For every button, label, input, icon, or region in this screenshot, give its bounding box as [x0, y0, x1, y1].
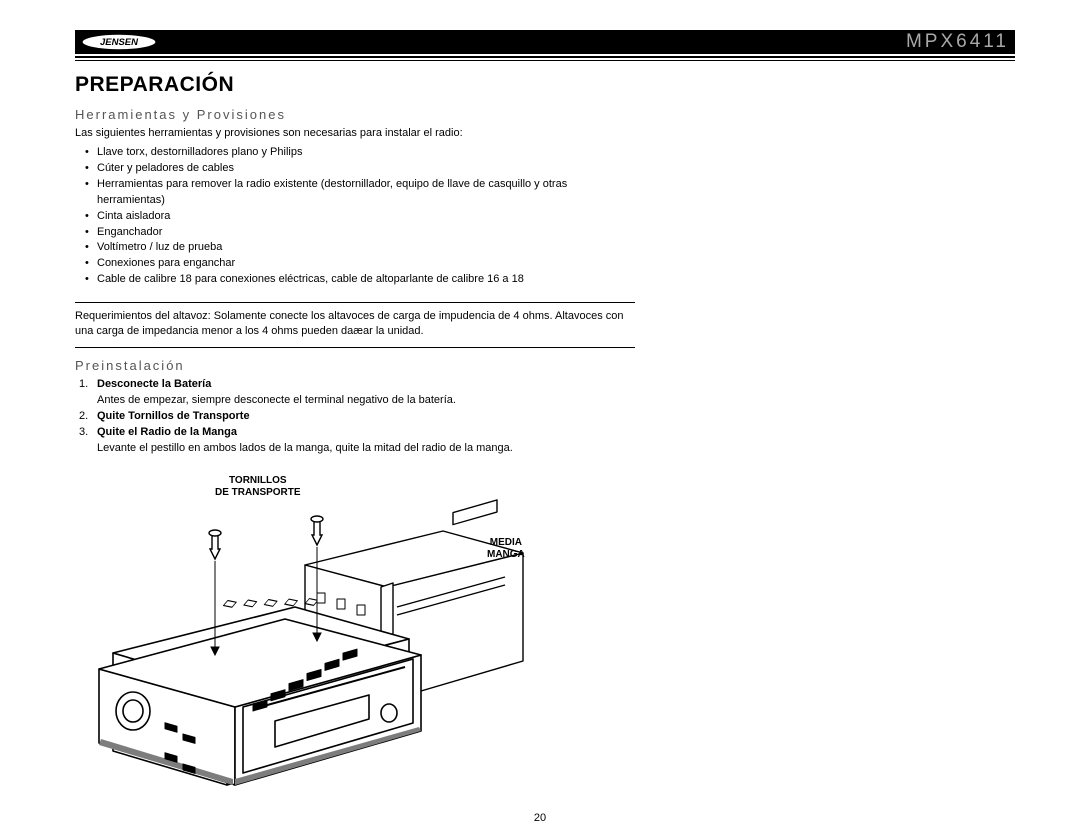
speaker-note: Requerimientos del altavoz: Solamente co… [75, 302, 635, 348]
section-heading-tools: Herramientas y Provisiones [75, 107, 635, 122]
preinstall-steps: Desconecte la Batería Antes de empezar, … [75, 377, 635, 457]
list-item: Enganchador [75, 225, 635, 241]
diagram-svg [75, 475, 635, 835]
list-item: Herramientas para remover la radio exist… [75, 177, 635, 209]
page-number: 20 [0, 812, 1080, 824]
step-title: Quite Tornillos de Transporte [97, 410, 250, 422]
header-rule-1 [75, 56, 1015, 58]
step-item: Desconecte la Batería Antes de empezar, … [75, 377, 635, 409]
step-body: Antes de empezar, siempre desconecte el … [97, 394, 456, 406]
tools-intro: Las siguientes herramientas y provisione… [75, 126, 635, 141]
transport-screw-left [209, 530, 221, 559]
label-half-sleeve: MEDIAMANGA [487, 537, 525, 562]
header-rule-2 [75, 60, 1015, 61]
list-item: Conexiones para enganchar [75, 256, 635, 272]
label-transport-screws: TORNILLOSDE TRANSPORTE [215, 475, 301, 500]
model-number: MPX6411 [906, 31, 1009, 53]
step-item: Quite el Radio de la Manga Levante el pe… [75, 425, 635, 457]
list-item: Voltímetro / luz de prueba [75, 240, 635, 256]
list-item: Llave torx, destornilladores plano y Phi… [75, 145, 635, 161]
list-item: Cúter y peladores de cables [75, 161, 635, 177]
step-title: Desconecte la Batería [97, 378, 211, 390]
step-body: Levante el pestillo en ambos lados de la… [97, 442, 513, 454]
header-bar: JENSEN MPX6411 [75, 30, 1015, 54]
installation-diagram: TORNILLOSDE TRANSPORTE MEDIAMANGA [75, 475, 635, 835]
tools-list: Llave torx, destornilladores plano y Phi… [75, 145, 635, 288]
list-item: Cinta aisladora [75, 209, 635, 225]
transport-screw-right [311, 516, 323, 545]
list-item: Cable de calibre 18 para conexiones eléc… [75, 272, 635, 288]
step-item: Quite Tornillos de Transporte [75, 409, 635, 425]
section-heading-preinstall: Preinstalación [75, 358, 635, 373]
page-title: PREPARACIÓN [75, 73, 635, 97]
step-title: Quite el Radio de la Manga [97, 426, 237, 438]
brand-logo: JENSEN [81, 32, 157, 52]
brand-text: JENSEN [100, 37, 139, 48]
